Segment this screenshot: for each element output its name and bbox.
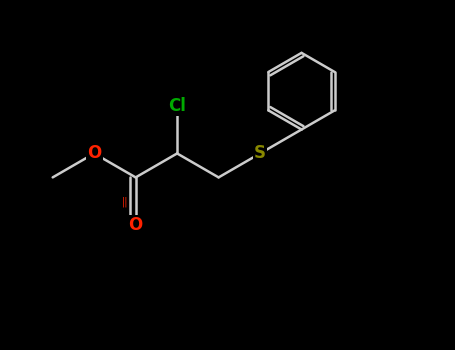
Text: O: O: [128, 216, 143, 234]
Text: S: S: [254, 145, 266, 162]
Text: ||: ||: [122, 196, 128, 206]
Text: Cl: Cl: [168, 97, 186, 114]
Text: O: O: [87, 145, 101, 162]
